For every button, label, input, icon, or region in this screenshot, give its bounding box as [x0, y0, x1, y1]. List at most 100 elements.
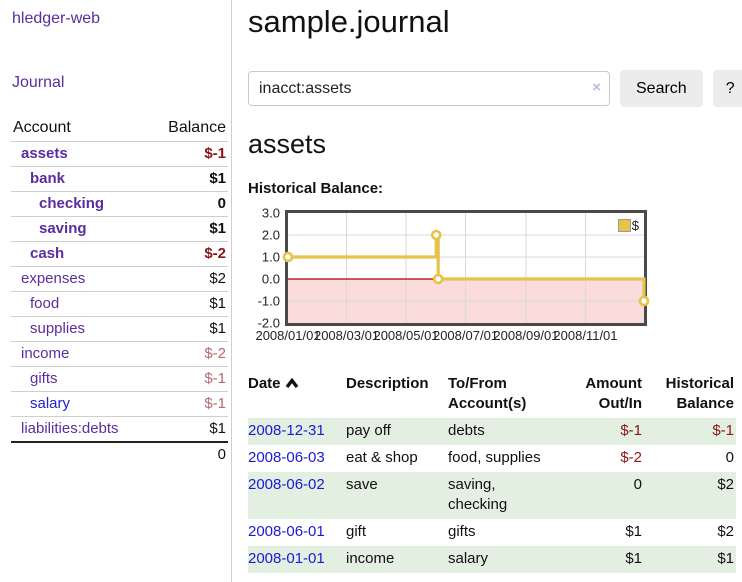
account-row: expenses $2: [11, 266, 228, 292]
search-box: ×: [248, 71, 610, 106]
account-row: saving $1: [11, 216, 228, 242]
account-balance: $1: [149, 316, 228, 342]
x-tick-label: 2008/05/01: [373, 328, 439, 343]
register-cell-balance: $1: [717, 550, 734, 567]
accounts-total-row: 0: [11, 441, 228, 467]
accounts-header-balance: Balance: [149, 116, 228, 142]
page-title: sample.journal: [248, 4, 450, 39]
chart-plot-area: $: [282, 210, 650, 326]
register-header-date[interactable]: Date: [248, 372, 346, 418]
legend-swatch: [617, 219, 631, 232]
account-row: cash $-2: [11, 241, 228, 267]
clear-search-icon[interactable]: ×: [592, 79, 601, 96]
register-table: Date Description To/From Account(s) Amou…: [248, 372, 736, 573]
search-button[interactable]: Search: [620, 70, 703, 107]
register-cell-amount: $-2: [620, 449, 642, 466]
account-link[interactable]: salary: [30, 395, 71, 412]
account-row: liabilities:debts $1: [11, 416, 228, 443]
transaction-date-link[interactable]: 2008-06-03: [248, 449, 325, 466]
register-row[interactable]: 2008-06-01 gift gifts $1 $2: [248, 519, 736, 546]
y-tick-label: -1.0: [257, 293, 280, 309]
register-header-description: Description: [346, 375, 429, 392]
transaction-date-link[interactable]: 2008-01-01: [248, 550, 325, 567]
y-tick-label: -2.0: [257, 315, 280, 331]
register-cell-amount: $-1: [620, 422, 642, 439]
register-cell-amount: $1: [625, 523, 642, 540]
transaction-date-link[interactable]: 2008-06-02: [248, 476, 325, 493]
register-cell-accounts: saving, checking: [448, 476, 508, 513]
account-link[interactable]: food: [30, 295, 60, 312]
register-cell-balance: 0: [725, 449, 734, 466]
account-row: income $-2: [11, 341, 228, 367]
accounts-total-value: 0: [149, 441, 228, 467]
help-button[interactable]: ?: [712, 70, 742, 107]
register-cell-description: gift: [346, 523, 367, 540]
x-tick-label: 2008/03/01: [313, 328, 380, 343]
account-balance: $1: [149, 291, 228, 317]
register-cell-description: income: [346, 550, 395, 567]
sidebar: hledger-web Journal Account Balance asse…: [0, 0, 232, 582]
historical-balance-chart: $ 3.0 2.0 1.0 0.0 -1.0 -2.0 2008/01/01 2008/03/…: [248, 205, 742, 345]
account-row: food $1: [11, 291, 228, 317]
register-row[interactable]: 2008-06-03 eat & shop food, supplies $-2 0: [248, 445, 736, 472]
account-link[interactable]: bank: [30, 170, 66, 187]
account-row: checking 0: [11, 191, 228, 217]
register-cell-accounts: food, supplies: [448, 449, 541, 466]
account-link[interactable]: income: [21, 345, 70, 362]
register-cell-balance: $2: [717, 523, 734, 540]
account-link[interactable]: liabilities:debts: [21, 420, 119, 437]
main-content: sample.journal × Search ? assets Histori…: [232, 0, 742, 582]
account-balance: 0: [149, 191, 228, 217]
x-tick-label: 2008/07/01: [432, 328, 499, 343]
y-tick-label: 2.0: [261, 227, 280, 243]
account-balance: $2: [149, 266, 228, 292]
accounts-header-row: Account Balance: [11, 116, 228, 142]
register-cell-accounts: gifts: [448, 523, 476, 540]
account-balance: $-1: [149, 141, 228, 167]
search-bar: × Search ?: [248, 70, 742, 107]
account-link[interactable]: checking: [39, 195, 105, 212]
register-cell-description: pay off: [346, 422, 391, 439]
account-balance: $-2: [149, 241, 228, 267]
register-header-accounts: To/From Account(s): [448, 375, 527, 412]
account-link[interactable]: gifts: [30, 370, 58, 387]
register-cell-balance: $2: [717, 476, 734, 493]
chart-legend: $: [617, 218, 639, 233]
transaction-date-link[interactable]: 2008-12-31: [248, 422, 325, 439]
chart-heading: Historical Balance:: [248, 180, 384, 197]
register-cell-accounts: debts: [448, 422, 485, 439]
register-cell-description: save: [346, 476, 378, 493]
account-balance: $-1: [149, 391, 228, 417]
register-cell-balance: $-1: [712, 422, 734, 439]
register-row[interactable]: 2008-12-31 pay off debts $-1 $-1: [248, 418, 736, 445]
register-row[interactable]: 2008-01-01 income salary $1 $1: [248, 546, 736, 573]
account-link[interactable]: saving: [39, 220, 87, 237]
account-row: assets $-1: [11, 141, 228, 167]
x-tick-label: 2008/01/01: [255, 328, 321, 343]
app-brand[interactable]: hledger-web: [12, 10, 101, 27]
account-link[interactable]: expenses: [21, 270, 86, 287]
legend-label: $: [631, 218, 639, 233]
account-row: supplies $1: [11, 316, 228, 342]
account-balance: $-2: [149, 341, 228, 367]
account-balance: $1: [149, 166, 228, 192]
search-input[interactable]: [248, 71, 610, 106]
account-balance: $1: [149, 216, 228, 242]
y-tick-label: 3.0: [261, 205, 280, 221]
nav-journal-link[interactable]: Journal: [12, 74, 65, 91]
account-row: bank $1: [11, 166, 228, 192]
register-cell-amount: $1: [625, 550, 642, 567]
account-balance: $1: [149, 416, 228, 443]
register-cell-amount: 0: [633, 476, 642, 493]
register-row[interactable]: 2008-06-02 save saving, checking 0 $2: [248, 472, 736, 519]
register-cell-description: eat & shop: [346, 449, 418, 466]
sidebar-nav: Journal: [0, 74, 231, 92]
account-link[interactable]: supplies: [30, 320, 86, 337]
accounts-header-account: Account: [11, 116, 150, 142]
transaction-date-link[interactable]: 2008-06-01: [248, 523, 325, 540]
account-link[interactable]: assets: [21, 145, 68, 162]
register-header-row: Date Description To/From Account(s) Amou…: [248, 372, 736, 418]
account-link[interactable]: cash: [30, 245, 65, 262]
sort-asc-icon: [285, 377, 298, 389]
